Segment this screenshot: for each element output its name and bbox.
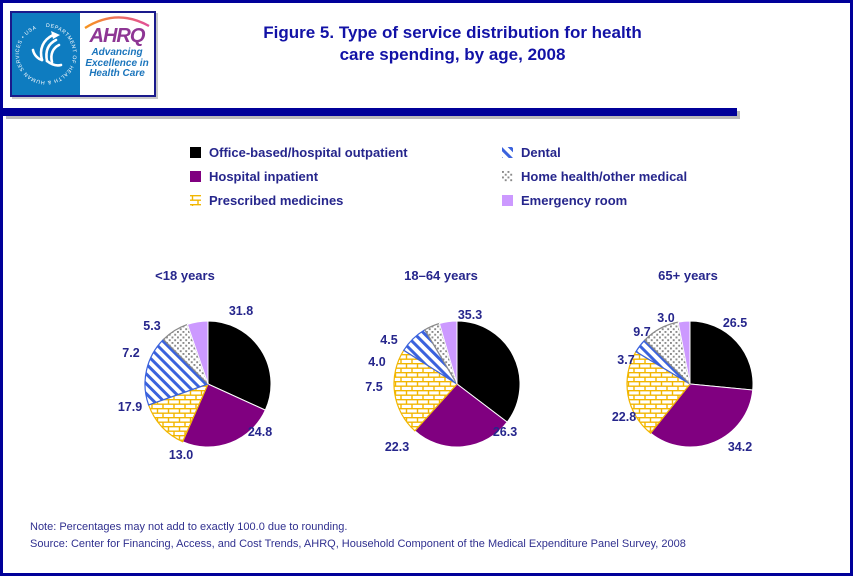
legend-item-dental: Dental <box>502 145 687 160</box>
tagline-line3: Health Care <box>89 68 145 79</box>
pie-slice-inpatient <box>181 383 267 448</box>
pie2-prescribed-value: 22.8 <box>611 410 637 424</box>
legend-label-er: Emergency room <box>521 193 628 208</box>
legend-marker-office-icon <box>190 147 201 158</box>
eagle-head <box>51 31 60 39</box>
pie-title-18to64: 18–64 years <box>404 268 478 283</box>
legend-item-office: Office-based/hospital outpatient <box>190 145 408 160</box>
pie-chart-18to64 <box>393 320 521 448</box>
legend-item-inpatient: Hospital inpatient <box>190 169 408 184</box>
pie-chart-under18 <box>144 320 272 448</box>
pie-chart-65plus <box>626 320 754 448</box>
legend-label-inpatient: Hospital inpatient <box>209 169 319 184</box>
legend-column-right: Dental Home health/other medical Emergen… <box>502 145 688 219</box>
legend-column-left: Office-based/hospital outpatient Hospita… <box>190 145 408 219</box>
tagline-line2: Excellence in <box>85 57 149 69</box>
pie2-office-value: 26.5 <box>722 316 748 330</box>
figure-title: Figure 5. Type of service distribution f… <box>180 22 725 66</box>
hhs-ahrq-logo: DEPARTMENT OF HEALTH & HUMAN SERVICES • … <box>10 11 156 97</box>
legend-marker-home-icon <box>502 171 513 182</box>
footer-source: Source: Center for Financing, Access, an… <box>30 538 686 550</box>
legend-item-prescribed: Prescribed medicines <box>190 193 408 208</box>
pie-title-65plus: 65+ years <box>658 268 718 283</box>
legend-item-home: Home health/other medical <box>502 169 688 184</box>
pie2-home-value: 9.7 <box>633 325 651 339</box>
pie1-home-value: 4.0 <box>368 355 386 369</box>
pie1-prescribed-value: 22.3 <box>384 440 410 454</box>
pie-slice-prescribed <box>393 349 458 432</box>
legend-label-home: Home health/other medical <box>521 169 688 184</box>
pie-slice-prescribed <box>626 350 691 434</box>
legend-label-dental: Dental <box>521 145 561 160</box>
pie-slice-er <box>438 320 458 385</box>
ahrq-arc-icon <box>84 16 150 29</box>
pie0-prescribed-value: 13.0 <box>168 448 194 462</box>
pie1-dental-value: 7.5 <box>365 380 383 394</box>
hhs-eagle-icon <box>31 33 63 67</box>
pie2-inpatient-value: 34.2 <box>727 440 753 454</box>
legend-marker-inpatient-icon <box>190 171 201 182</box>
ahrq-wordmark: AHRQ <box>89 25 146 47</box>
ahrq-tagline: Advancing Excellence in Health Care <box>85 47 149 80</box>
legend-marker-dental-icon <box>502 147 513 158</box>
legend-marker-prescribed-icon <box>190 195 201 206</box>
pie0-home-value: 7.2 <box>122 346 140 360</box>
pie0-inpatient-value: 24.8 <box>247 425 273 439</box>
legend-item-er: Emergency room <box>502 193 687 208</box>
pie0-office-value: 31.8 <box>228 304 254 318</box>
pie0-dental-value: 17.9 <box>117 400 143 414</box>
footer-note: Note: Percentages may not add to exactly… <box>30 521 348 533</box>
legend-label-office: Office-based/hospital outpatient <box>209 145 408 160</box>
pie-slice-er <box>677 320 691 385</box>
pie-slice-dental <box>144 338 210 406</box>
pie-slice-office <box>207 320 272 411</box>
pie1-inpatient-value: 26.3 <box>492 425 518 439</box>
pie-slice-er <box>186 320 209 385</box>
figure-title-line2: care spending, by age, 2008 <box>339 45 566 64</box>
ahrq-logo: AHRQ Advancing Excellence in Health Care <box>80 13 154 95</box>
legend-marker-er-icon <box>502 195 513 206</box>
pie0-er-value: 5.3 <box>143 319 161 333</box>
pie2-dental-value: 3.7 <box>617 353 635 367</box>
pie-title-under18: <18 years <box>155 268 215 283</box>
figure-title-line1: Figure 5. Type of service distribution f… <box>263 23 642 42</box>
legend-label-prescribed: Prescribed medicines <box>209 193 344 208</box>
tagline-line1: Advancing <box>91 47 143 58</box>
pie1-er-value: 4.5 <box>380 333 398 347</box>
pie2-er-value: 3.0 <box>657 311 675 325</box>
pie-slice-office <box>689 320 754 391</box>
pie-slice-office <box>456 320 521 423</box>
pie1-office-value: 35.3 <box>457 308 483 322</box>
hhs-seal-icon: DEPARTMENT OF HEALTH & HUMAN SERVICES • … <box>12 13 80 95</box>
header-rule <box>3 108 737 116</box>
pie-slice-inpatient <box>414 383 508 448</box>
pie-slice-inpatient <box>649 383 754 448</box>
